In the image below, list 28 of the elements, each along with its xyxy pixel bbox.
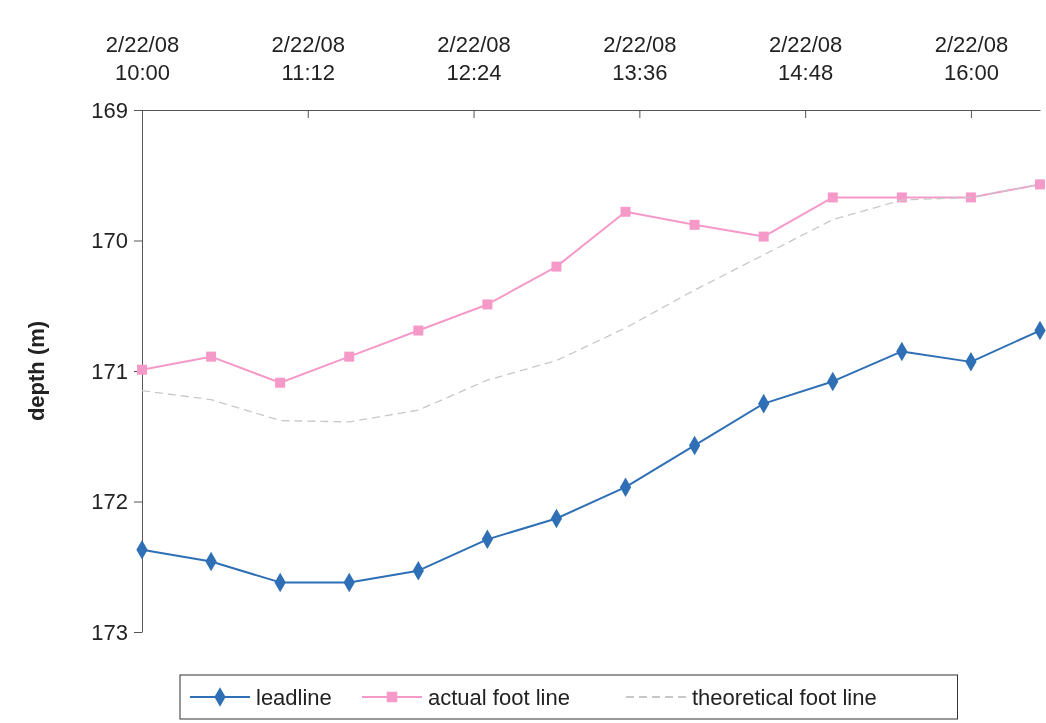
y-tick-label: 171 xyxy=(91,358,128,384)
point xyxy=(551,261,562,272)
point xyxy=(758,231,769,242)
y-tick-label: 173 xyxy=(91,619,128,645)
x-tick-label: 2/22/08 11:12 xyxy=(271,32,345,85)
y-tick-label: 172 xyxy=(91,489,128,515)
x-tick-label: 2/22/08 13:36 xyxy=(603,32,677,85)
legend-label: theoretical foot line xyxy=(692,685,877,710)
point xyxy=(206,351,217,362)
y-tick-label: 170 xyxy=(91,228,128,254)
point xyxy=(413,325,424,336)
legend-label: actual foot line xyxy=(428,685,570,710)
y-axis-title: depth (m) xyxy=(24,320,49,422)
point xyxy=(482,299,493,310)
x-tick-label: 2/22/08 14:48 xyxy=(768,32,843,85)
point xyxy=(344,351,355,362)
point xyxy=(965,192,976,203)
point xyxy=(137,364,147,375)
x-tick-label: 2/22/08 10:00 xyxy=(105,32,180,85)
x-tick-label: 2/22/08 12:24 xyxy=(437,32,511,85)
point xyxy=(827,192,838,203)
x-tick-label: 2/22/08 16:00 xyxy=(934,32,1009,85)
legend-label: leadline xyxy=(256,685,332,710)
point xyxy=(620,206,631,217)
point xyxy=(689,219,700,230)
point xyxy=(275,377,286,388)
y-tick-label: 169 xyxy=(91,97,128,123)
point xyxy=(1035,179,1045,190)
